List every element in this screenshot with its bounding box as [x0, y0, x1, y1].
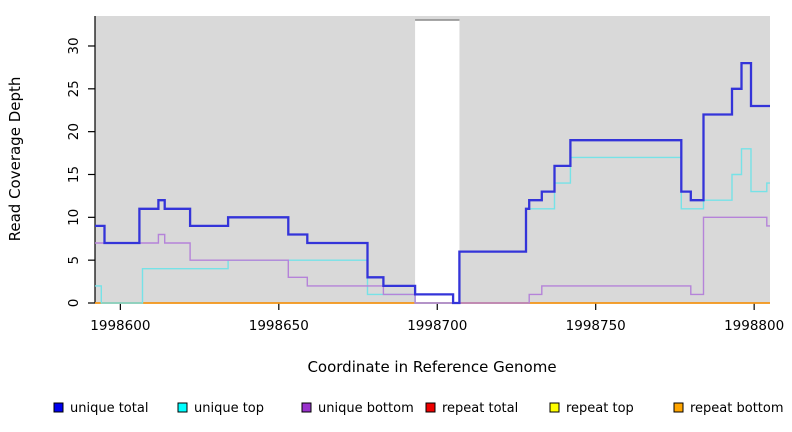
y-tick-label: 30	[66, 37, 82, 54]
x-tick-label: 1998750	[566, 318, 626, 334]
tick-label-layer: 1998600 1998650 1998700 1998750 1998800 0 5 10 1…	[66, 37, 784, 334]
legend-swatch-unique-total	[53, 402, 64, 413]
legend-swatch-repeat-total	[425, 402, 436, 413]
y-axis-title: Read Coverage Depth	[6, 77, 24, 242]
legend-label: repeat bottom	[690, 401, 784, 416]
legend-item-repeat-total: repeat total	[425, 401, 518, 416]
gap-mask	[415, 20, 460, 303]
y-tick-label: 20	[66, 123, 82, 140]
y-tick-label: 10	[66, 209, 82, 226]
legend-swatch-repeat-top	[549, 402, 560, 413]
y-tick-label: 25	[66, 80, 82, 97]
x-tick-label: 1998600	[90, 318, 150, 334]
legend-label: unique bottom	[318, 401, 414, 416]
x-tick-label: 1998700	[407, 318, 467, 334]
legend-label: unique top	[194, 401, 264, 416]
x-axis-title: Coordinate in Reference Genome	[307, 358, 556, 376]
y-tick-label: 15	[66, 166, 82, 183]
series-unique-top-line	[95, 148, 770, 304]
legend: unique total unique top unique bottom repea…	[53, 401, 784, 416]
legend-swatch-repeat-bottom	[673, 402, 684, 413]
legend-label: repeat total	[442, 401, 518, 416]
legend-item-repeat-bottom: repeat bottom	[673, 401, 784, 416]
y-tick-label: 0	[66, 299, 82, 308]
x-tick-label: 1998650	[249, 318, 309, 334]
x-tick-label: 1998800	[724, 318, 784, 334]
series-unique-bottom-line	[95, 216, 770, 304]
legend-item-unique-bottom: unique bottom	[301, 401, 414, 416]
y-tick-label: 5	[66, 256, 82, 265]
legend-label: unique total	[70, 401, 148, 416]
legend-swatch-unique-bottom	[301, 402, 312, 413]
legend-label: repeat top	[566, 401, 634, 416]
legend-item-unique-top: unique top	[177, 401, 264, 416]
legend-item-unique-total: unique total	[53, 401, 148, 416]
legend-swatch-unique-top	[177, 402, 188, 413]
legend-item-repeat-top: repeat top	[549, 401, 634, 416]
gap-mask-layer	[415, 19, 460, 303]
series-layer	[95, 61, 770, 305]
series-unique-total-line	[95, 61, 770, 305]
